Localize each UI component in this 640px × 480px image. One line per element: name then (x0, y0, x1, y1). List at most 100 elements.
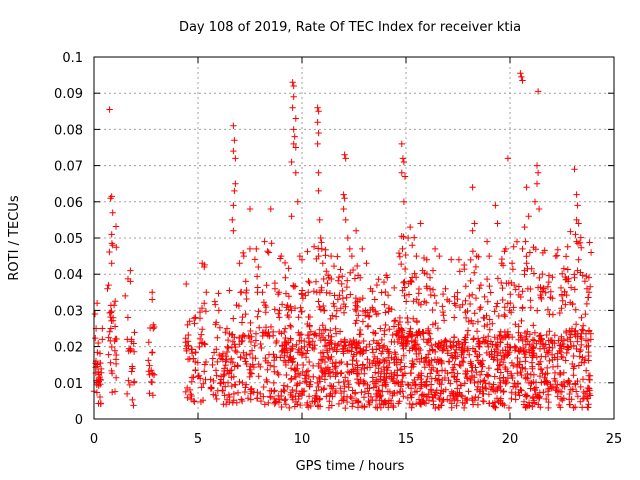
data-point (518, 371, 525, 379)
data-point (505, 404, 513, 412)
data-point (554, 246, 561, 253)
data-point (305, 313, 312, 321)
data-point (404, 318, 412, 326)
data-point (337, 266, 344, 273)
data-point (314, 140, 321, 148)
data-point (208, 384, 215, 392)
data-point (214, 334, 221, 341)
data-point (549, 339, 556, 347)
data-point (352, 320, 359, 327)
data-point (537, 404, 544, 411)
chart-title: Day 108 of 2019, Rate Of TEC Index for r… (179, 20, 521, 35)
data-point (469, 227, 476, 234)
data-point (433, 387, 440, 394)
data-point (559, 270, 566, 277)
data-point (257, 390, 264, 398)
data-point (531, 387, 538, 394)
data-point (281, 338, 288, 346)
data-point (578, 330, 585, 337)
data-point (428, 342, 435, 349)
data-point (304, 347, 311, 354)
data-point (567, 284, 575, 291)
data-point (282, 274, 289, 281)
data-point (378, 368, 385, 375)
data-point (577, 346, 584, 354)
data-point (432, 375, 439, 382)
y-tick-label: 0.07 (54, 160, 83, 175)
data-point (498, 260, 505, 267)
data-point (417, 220, 424, 227)
data-point (491, 373, 498, 380)
data-point (572, 321, 580, 328)
data-point (355, 340, 362, 347)
data-point (305, 289, 312, 296)
data-point (436, 380, 443, 388)
data-point (513, 238, 521, 245)
data-point (419, 267, 426, 274)
data-point (246, 366, 253, 373)
data-point (373, 311, 380, 318)
data-point (448, 404, 455, 411)
data-point (224, 379, 232, 386)
data-point (221, 392, 228, 399)
data-point (257, 363, 264, 371)
data-point (467, 277, 474, 285)
data-point (288, 213, 295, 220)
data-point (366, 341, 373, 348)
data-point (287, 389, 295, 396)
data-point (393, 379, 401, 386)
data-point (304, 248, 311, 255)
data-point (428, 357, 435, 364)
data-point (332, 325, 339, 332)
data-point (575, 220, 582, 227)
data-point (582, 390, 589, 397)
data-point (252, 355, 259, 362)
data-point (293, 387, 300, 395)
data-point (447, 380, 454, 387)
data-point (264, 248, 271, 255)
data-point (91, 310, 99, 318)
data-point (345, 347, 353, 354)
data-point (254, 395, 261, 402)
data-point (561, 288, 568, 295)
data-point (392, 351, 399, 358)
data-point (583, 285, 591, 292)
data-point (226, 287, 233, 294)
data-point (497, 379, 504, 386)
data-point (292, 398, 300, 406)
data-point (556, 309, 563, 317)
data-point (377, 392, 384, 399)
data-point (240, 332, 247, 339)
data-point (338, 280, 345, 288)
data-point (469, 248, 477, 255)
data-point (423, 256, 430, 263)
data-point (186, 355, 193, 363)
data-point (583, 273, 590, 280)
data-point (577, 234, 584, 241)
data-point (536, 274, 543, 282)
data-point (219, 350, 227, 357)
data-point (195, 372, 203, 379)
data-point (369, 374, 376, 381)
data-point (255, 360, 262, 368)
data-point (196, 315, 204, 322)
data-point (271, 387, 278, 394)
data-point (571, 274, 578, 281)
data-point (267, 205, 274, 213)
data-point (488, 353, 495, 360)
data-point (319, 357, 326, 364)
data-point (234, 363, 242, 370)
data-point (332, 364, 339, 372)
data-point (303, 372, 310, 379)
data-point (411, 345, 419, 353)
data-point (403, 340, 410, 348)
data-point (295, 329, 302, 336)
data-point (564, 346, 572, 353)
data-point (112, 298, 119, 305)
data-point (486, 282, 493, 290)
data-point (526, 249, 534, 256)
data-point (356, 296, 364, 303)
data-point (222, 383, 229, 390)
data-point (583, 343, 590, 351)
data-point (515, 329, 522, 336)
